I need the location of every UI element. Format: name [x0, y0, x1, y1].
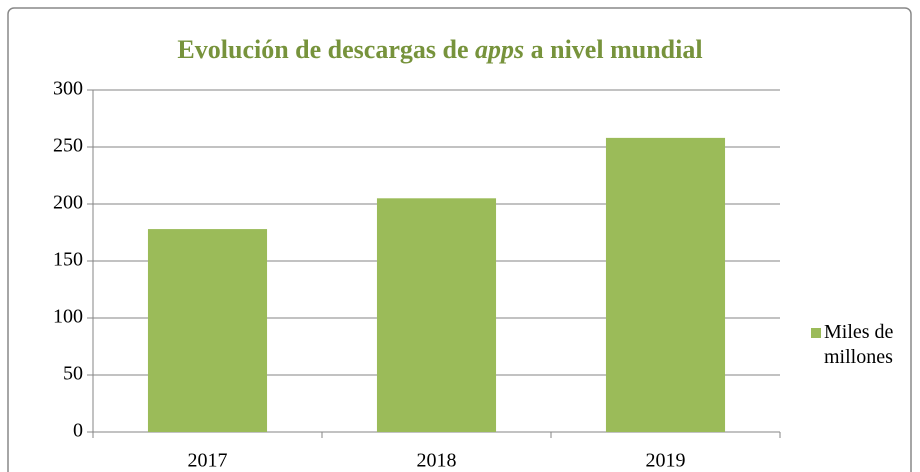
y-tick-label: 50	[63, 363, 83, 385]
legend-label: Miles de millones	[824, 321, 894, 368]
x-tick-label: 2019	[646, 450, 686, 472]
y-tick-label: 300	[53, 78, 83, 100]
y-tick-label: 150	[53, 249, 83, 271]
y-tick-label: 250	[53, 135, 83, 157]
title-part: Evolución de descargas de	[177, 35, 475, 64]
y-tick-label: 200	[53, 192, 83, 214]
legend: Miles de millones	[806, 320, 918, 370]
x-tick-label: 2017	[188, 450, 228, 472]
x-tick-label: 2018	[417, 450, 457, 472]
title-part: apps	[475, 35, 524, 64]
y-tick-label: 100	[53, 306, 83, 328]
bar	[147, 229, 268, 432]
bar	[376, 198, 497, 432]
legend-swatch	[811, 328, 821, 338]
title-part: a nivel mundial	[524, 35, 702, 64]
chart-title: Evolución de descargas de apps a nivel m…	[177, 35, 702, 64]
y-tick-label: 0	[73, 420, 83, 442]
bar	[605, 137, 726, 432]
